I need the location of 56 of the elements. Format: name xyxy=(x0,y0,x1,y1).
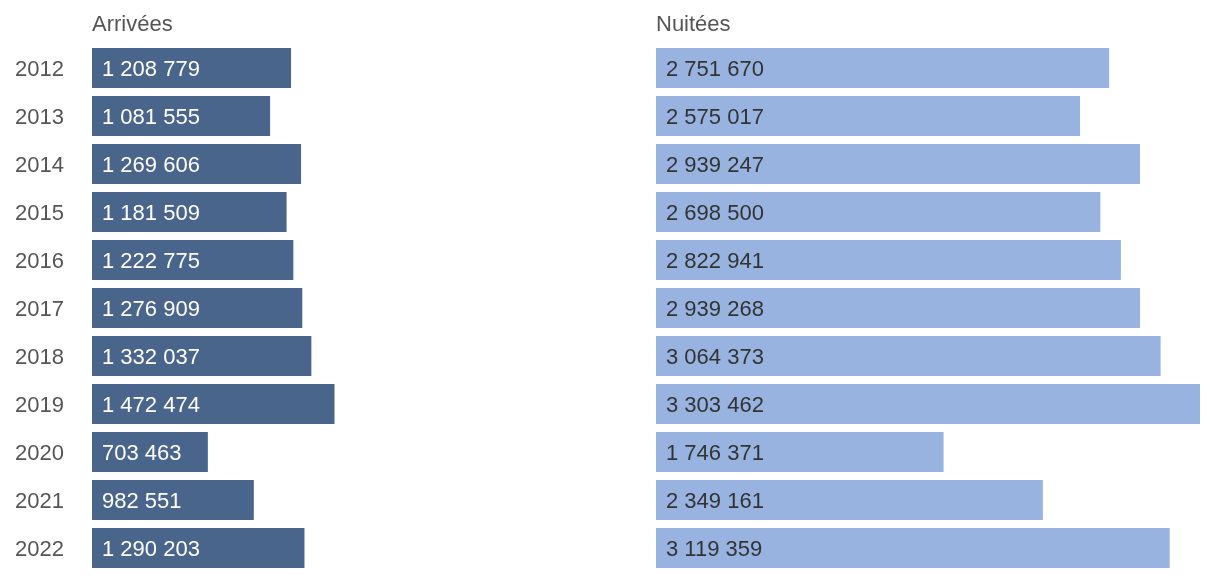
bar xyxy=(92,336,312,376)
chart-title: Arrivées xyxy=(92,10,173,38)
y-tick-label: 2020 xyxy=(15,439,64,465)
bar xyxy=(92,240,294,280)
data-label: 2 698 500 xyxy=(666,199,764,225)
data-label: 1 269 606 xyxy=(102,151,200,177)
data-label: 2 575 017 xyxy=(666,103,764,129)
bar xyxy=(656,336,1161,376)
y-tick-label: 2013 xyxy=(15,103,64,129)
y-tick-label: 2022 xyxy=(15,535,64,561)
bar xyxy=(92,96,271,136)
y-tick-label: 2014 xyxy=(15,151,64,177)
data-label: 3 064 373 xyxy=(666,343,764,369)
chart-title: Nuitées xyxy=(656,10,731,38)
data-label: 2 822 941 xyxy=(666,247,764,273)
bar xyxy=(656,384,1200,424)
data-label: 2 349 161 xyxy=(666,487,764,513)
bar xyxy=(92,192,287,232)
data-label: 1 746 371 xyxy=(666,439,764,465)
bar xyxy=(656,240,1121,280)
data-label: 982 551 xyxy=(102,487,182,513)
data-label: 3 119 359 xyxy=(666,535,763,561)
data-label: 703 463 xyxy=(102,439,182,465)
bar xyxy=(92,384,335,424)
y-tick-label: 2021 xyxy=(15,487,64,513)
data-label: 1 332 037 xyxy=(102,343,200,369)
bar xyxy=(92,48,292,88)
data-label: 1 208 779 xyxy=(102,55,200,81)
y-tick-label: 2017 xyxy=(15,295,64,321)
bar xyxy=(92,288,303,328)
data-label: 2 939 247 xyxy=(666,151,764,177)
data-label: 1 472 474 xyxy=(102,391,200,417)
bar xyxy=(656,288,1141,328)
y-tick-label: 2019 xyxy=(15,391,64,417)
data-label: 3 303 462 xyxy=(666,391,764,417)
data-label: 1 276 909 xyxy=(102,295,200,321)
y-tick-label: 2016 xyxy=(15,247,64,273)
bar xyxy=(656,144,1141,184)
y-tick-label: 2012 xyxy=(15,55,64,81)
data-label: 1 081 555 xyxy=(102,103,200,129)
bar xyxy=(92,480,254,520)
data-label: 2 939 268 xyxy=(666,295,764,321)
bar xyxy=(656,432,944,472)
data-label: 1 181 509 xyxy=(102,199,200,225)
data-label: 1 222 775 xyxy=(102,247,200,273)
bar xyxy=(92,528,305,568)
y-tick-label: 2015 xyxy=(15,199,64,225)
data-label: 1 290 203 xyxy=(102,535,200,561)
bar xyxy=(656,48,1110,88)
y-tick-label: 2018 xyxy=(15,343,64,369)
bar xyxy=(656,192,1101,232)
bar xyxy=(92,144,302,184)
bar xyxy=(656,96,1081,136)
data-label: 2 751 670 xyxy=(666,55,764,81)
bar xyxy=(656,528,1170,568)
bar xyxy=(656,480,1043,520)
